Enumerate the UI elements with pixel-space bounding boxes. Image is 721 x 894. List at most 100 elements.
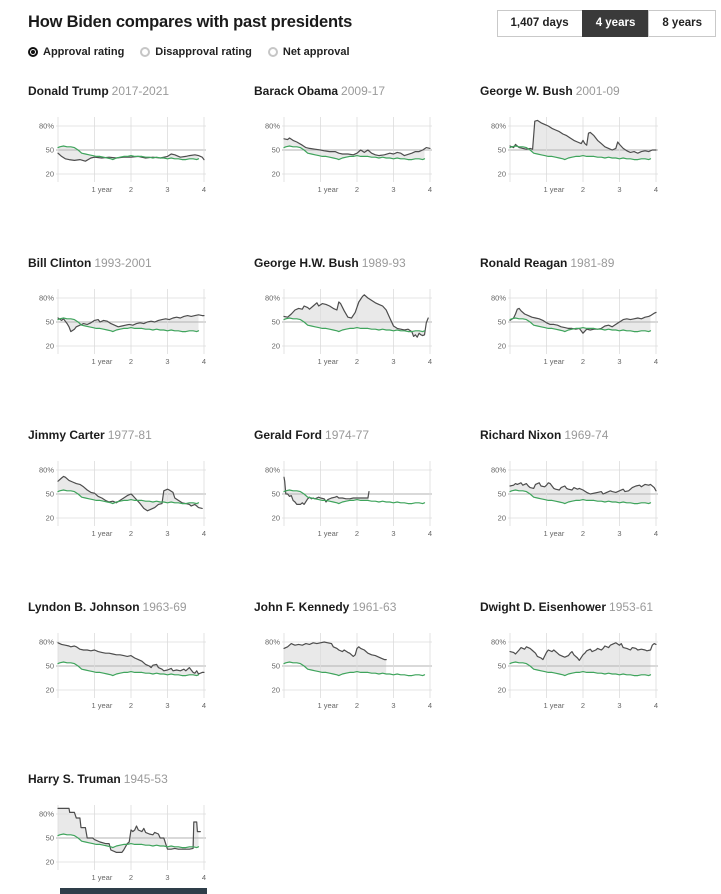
svg-text:50: 50 — [272, 662, 280, 671]
president-approval-line — [509, 119, 657, 154]
president-approval-line — [283, 294, 429, 338]
chart-title: Dwight D. Eisenhower 1953-61 — [480, 600, 680, 614]
time-range-button-2[interactable]: 8 years — [648, 10, 716, 37]
svg-text:4: 4 — [428, 185, 432, 194]
axis-labels: 20 50 80% 1 year 2 3 4 — [491, 294, 658, 367]
president-chart-cell: Lyndon B. Johnson 1963-69 20 50 80% 1 year 2 3… — [28, 600, 228, 712]
fill-between-area — [284, 477, 369, 505]
president-approval-line — [283, 137, 431, 157]
chart-title: Donald Trump 2017-2021 — [28, 84, 228, 98]
svg-text:20: 20 — [46, 342, 54, 351]
president-name: Donald Trump — [28, 84, 109, 98]
svg-text:80%: 80% — [491, 466, 506, 475]
gridlines — [56, 117, 206, 182]
biden-approval-line — [57, 317, 200, 333]
axis-labels: 20 50 80% 1 year 2 3 4 — [265, 638, 432, 711]
svg-text:80%: 80% — [39, 466, 54, 475]
president-chart-cell: John F. Kennedy 1961-63 20 50 80% 1 year 2 3 4 — [254, 600, 454, 712]
svg-text:2: 2 — [581, 701, 585, 710]
gridlines — [508, 117, 658, 182]
svg-text:1 year: 1 year — [92, 701, 113, 710]
page-title: How Biden compares with past presidents — [28, 13, 353, 31]
president-name: Barack Obama — [254, 84, 339, 98]
radio-label: Net approval — [282, 46, 350, 58]
metric-radio-2[interactable]: Net approval — [267, 46, 350, 58]
fill-between-area — [284, 642, 387, 676]
president-name: George H.W. Bush — [254, 256, 359, 270]
svg-text:2: 2 — [355, 701, 359, 710]
gridlines — [282, 289, 432, 354]
svg-text:3: 3 — [165, 185, 169, 194]
svg-text:4: 4 — [202, 701, 206, 710]
president-chart-cell: George W. Bush 2001-09 20 50 80% 1 year 2 3 4 — [480, 84, 680, 196]
president-name: John F. Kennedy — [254, 600, 350, 614]
approval-chart-svg: 20 50 80% 1 year 2 3 4 — [265, 461, 432, 539]
gridlines — [508, 633, 658, 698]
svg-text:4: 4 — [654, 185, 658, 194]
svg-text:80%: 80% — [491, 638, 506, 647]
svg-text:80%: 80% — [265, 466, 280, 475]
svg-text:50: 50 — [498, 662, 506, 671]
chart-title: Gerald Ford 1974-77 — [254, 428, 454, 442]
svg-text:20: 20 — [498, 342, 506, 351]
metric-radio-1[interactable]: Disapproval rating — [140, 46, 252, 58]
metric-radio-group: Approval rating Disapproval rating Net app… — [0, 37, 721, 58]
president-approval-line — [509, 307, 657, 334]
svg-text:3: 3 — [391, 701, 395, 710]
biden-approval-line — [283, 489, 426, 505]
time-range-button-1[interactable]: 4 years — [581, 10, 650, 37]
axis-labels: 20 50 80% 1 year 2 3 4 — [265, 122, 432, 195]
fill-between-area — [510, 120, 651, 160]
svg-text:4: 4 — [428, 357, 432, 366]
svg-text:50: 50 — [272, 146, 280, 155]
svg-text:3: 3 — [617, 357, 621, 366]
axis-labels: 20 50 80% 1 year 2 3 4 — [265, 466, 432, 539]
president-chart-cell: Bill Clinton 1993-2001 20 50 80% 1 year 2 3 4 — [28, 256, 228, 368]
metric-radio-0[interactable]: Approval rating — [28, 46, 124, 58]
approval-chart-svg: 20 50 80% 1 year 2 3 4 — [265, 117, 432, 195]
svg-text:1 year: 1 year — [318, 701, 339, 710]
svg-text:50: 50 — [46, 490, 54, 499]
radio-icon — [140, 47, 151, 57]
svg-text:50: 50 — [46, 662, 54, 671]
svg-text:2: 2 — [581, 357, 585, 366]
president-name: Lyndon B. Johnson — [28, 600, 140, 614]
svg-text:80%: 80% — [265, 122, 280, 131]
president-years: 2001-09 — [575, 84, 620, 98]
approval-chart-svg: 20 50 80% 1 year 2 3 4 — [491, 633, 658, 710]
svg-text:2: 2 — [129, 701, 133, 710]
svg-text:50: 50 — [498, 318, 506, 327]
president-years: 2009-17 — [341, 84, 386, 98]
axis-labels: 20 50 80% 1 year 2 3 4 — [265, 294, 432, 367]
svg-text:1 year: 1 year — [92, 185, 113, 194]
chart-title: Jimmy Carter 1977-81 — [28, 428, 228, 442]
svg-text:2: 2 — [129, 357, 133, 366]
approval-chart-svg: 20 50 80% 1 year 2 3 4 — [491, 117, 658, 194]
biden-approval-line — [57, 661, 200, 677]
axis-labels: 20 50 80% 1 year 2 3 4 — [491, 466, 658, 539]
axis-labels: 20 50 80% 1 year 2 3 4 — [39, 122, 206, 195]
radio-label: Approval rating — [43, 46, 125, 58]
svg-text:80%: 80% — [265, 638, 280, 647]
svg-text:3: 3 — [165, 873, 169, 882]
radio-icon — [28, 47, 38, 57]
biden-approval-line — [509, 661, 652, 677]
svg-text:1 year: 1 year — [318, 357, 339, 366]
svg-text:1 year: 1 year — [92, 873, 113, 882]
president-name: George W. Bush — [480, 84, 573, 98]
president-chart-cell: Jimmy Carter 1977-81 20 50 80% 1 year 2 3 4 — [28, 428, 228, 540]
radio-icon — [267, 47, 278, 57]
svg-text:20: 20 — [46, 686, 54, 695]
svg-text:20: 20 — [498, 686, 506, 695]
axis-labels: 20 50 80% 1 year 2 3 4 — [39, 810, 206, 883]
svg-text:4: 4 — [202, 357, 206, 366]
president-chart-cell: Donald Trump 2017-2021 20 50 80% 1 year 2 3 4 — [28, 84, 228, 196]
biden-approval-line — [509, 145, 652, 161]
svg-text:2: 2 — [581, 185, 585, 194]
gridlines — [282, 117, 432, 182]
president-years: 1989-93 — [361, 256, 406, 270]
time-range-button-0[interactable]: 1,407 days — [496, 10, 583, 37]
svg-text:50: 50 — [272, 490, 280, 499]
biden-approval-line — [283, 661, 426, 677]
fill-between-area — [58, 808, 199, 853]
